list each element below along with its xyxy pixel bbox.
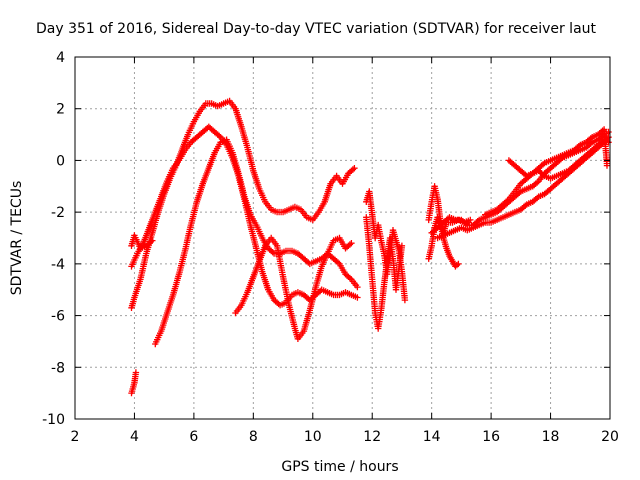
- data-point: [401, 296, 409, 304]
- data-point: [269, 249, 276, 256]
- data-series-arc-h: [363, 188, 409, 304]
- data-series-arc-f: [128, 369, 140, 397]
- x-tick-label: 12: [363, 429, 381, 445]
- x-tick-label: 4: [130, 429, 139, 445]
- data-point: [348, 240, 355, 247]
- x-tick-label: 20: [601, 429, 619, 445]
- data-point: [455, 260, 462, 268]
- data-point: [354, 283, 361, 291]
- data-series-arc-d: [232, 234, 355, 342]
- plot-frame: [74, 56, 611, 420]
- data-point: [354, 294, 361, 301]
- data-point: [216, 132, 223, 140]
- data-point: [467, 216, 474, 224]
- data-series-arc-e: [128, 232, 156, 252]
- x-tick-label: 6: [189, 429, 198, 445]
- data-point: [398, 242, 406, 249]
- y-tick-label: -10: [42, 412, 65, 428]
- y-tick-label: -2: [51, 205, 65, 221]
- marks-layer: [128, 97, 612, 397]
- x-axis-title: GPS time / hours: [281, 459, 398, 475]
- data-series-arc-j: [425, 183, 474, 236]
- data-series-arc-a: [128, 123, 361, 309]
- data-point: [351, 165, 358, 172]
- y-tick-label: -8: [51, 360, 65, 376]
- x-tick-label: 16: [482, 429, 500, 445]
- data-series-arc-n: [482, 126, 611, 218]
- data-point: [132, 369, 140, 376]
- y-tick-label: -6: [51, 309, 65, 325]
- data-point: [149, 237, 156, 244]
- data-series-arc-g: [363, 214, 406, 332]
- y-tick-label: -4: [51, 257, 65, 273]
- y-tick-label: 0: [56, 153, 65, 169]
- data-point: [603, 162, 611, 169]
- x-tick-label: 2: [71, 429, 80, 445]
- y-tick-label: 2: [56, 102, 65, 118]
- x-tick-label: 18: [542, 429, 560, 445]
- y-axis-title: SDTVAR / TECUs: [9, 181, 25, 296]
- x-tick-label: 14: [423, 429, 441, 445]
- ticks-layer: 2 4 6 8 10 12 14 16 18 20 -10 -8 -6 -4 -2 0 2 4: [42, 50, 619, 445]
- x-tick-label: 8: [249, 429, 258, 445]
- y-tick-label: 4: [56, 50, 65, 66]
- chart-title: Day 351 of 2016, Sidereal Day-to-day VTE…: [36, 21, 597, 37]
- x-tick-label: 10: [304, 429, 322, 445]
- data-point: [504, 197, 511, 204]
- data-series-arc-b: [128, 97, 358, 311]
